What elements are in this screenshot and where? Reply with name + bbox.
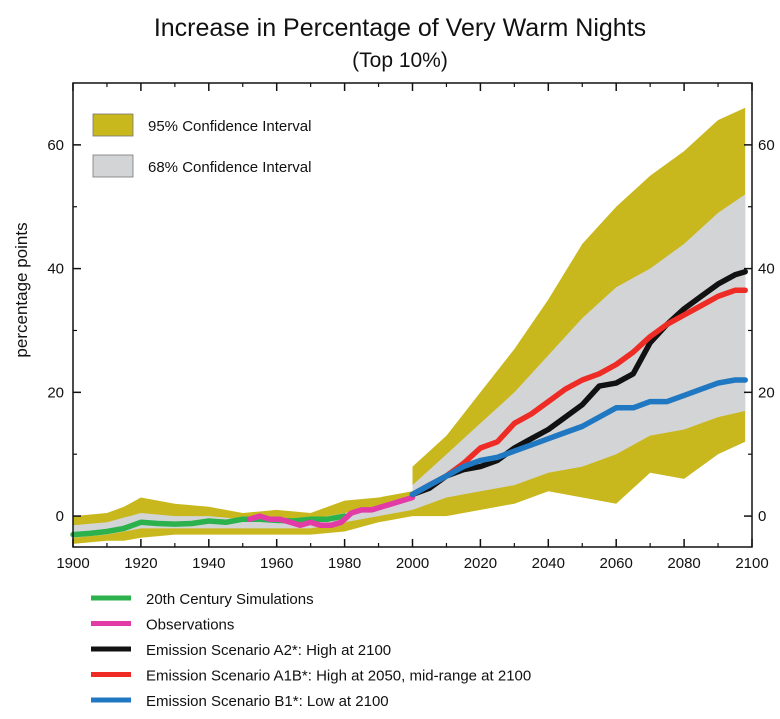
data-lines <box>70 268 748 538</box>
x-tick-label-1920: 1920 <box>124 555 157 572</box>
y-tick-label-0: 0 <box>56 508 64 525</box>
y-tick-label-20: 20 <box>47 384 64 401</box>
y-tick-label-right-0: 0 <box>758 508 766 525</box>
x-tick-label-2020: 2020 <box>464 555 497 572</box>
band-legend-label-1: 95% Confidence Interval <box>148 118 311 135</box>
x-tick-label-2000: 2000 <box>396 555 429 572</box>
y-tick-label-40: 40 <box>47 261 64 278</box>
series-line-5 <box>409 377 748 498</box>
line-legend-label-4: Emission Scenario A1B*: High at 2050, mi… <box>146 668 531 685</box>
y-tick-label-60: 60 <box>47 137 64 154</box>
x-tick-label-1960: 1960 <box>260 555 293 572</box>
axis-ticks: 1900 1920 1940 1960 1980 2000 2020 2040 2060 2080… <box>47 83 775 572</box>
confidence-bands <box>73 107 746 544</box>
series-line-4 <box>409 287 748 498</box>
y-tick-label-right-20: 20 <box>758 384 775 401</box>
y-axis-label: percentage points <box>12 222 31 357</box>
line-legend: 20th Century Simulations Observations Emis… <box>91 591 531 710</box>
line-legend-label-3: Emission Scenario A2*: High at 2100 <box>146 642 391 659</box>
x-tick-label-2060: 2060 <box>600 555 633 572</box>
line-legend-label-1: 20th Century Simulations <box>146 591 314 608</box>
chart-title: Increase in Percentage of Very Warm Nigh… <box>154 14 646 42</box>
x-tick-label-2080: 2080 <box>667 555 700 572</box>
series-line-3 <box>409 268 748 498</box>
series-line-1 <box>70 513 348 538</box>
y-tick-label-right-40: 40 <box>758 261 775 278</box>
x-tick-label-2100: 2100 <box>735 555 768 572</box>
x-tick-label-2040: 2040 <box>532 555 565 572</box>
band-legend-label-2: 68% Confidence Interval <box>148 159 311 176</box>
band-legend: 95% Confidence Interval 68% Confidence In… <box>92 113 311 178</box>
series-line-2 <box>246 494 416 529</box>
x-tick-label-1900: 1900 <box>56 555 89 572</box>
band-legend-swatch-2 <box>92 154 134 178</box>
y-tick-label-right-60: 60 <box>758 137 775 154</box>
plot-area: 1900 1920 1940 1960 1980 2000 2020 2040 2060 2080… <box>47 82 775 572</box>
band-proj68 <box>412 194 746 510</box>
x-tick-label-1940: 1940 <box>192 555 225 572</box>
chart-subtitle: (Top 10%) <box>352 49 448 72</box>
band-legend-swatch-1 <box>92 113 134 137</box>
line-legend-label-2: Observations <box>146 617 234 634</box>
line-legend-label-5: Emission Scenario B1*: Low at 2100 <box>146 693 389 710</box>
x-tick-label-1980: 1980 <box>328 555 361 572</box>
